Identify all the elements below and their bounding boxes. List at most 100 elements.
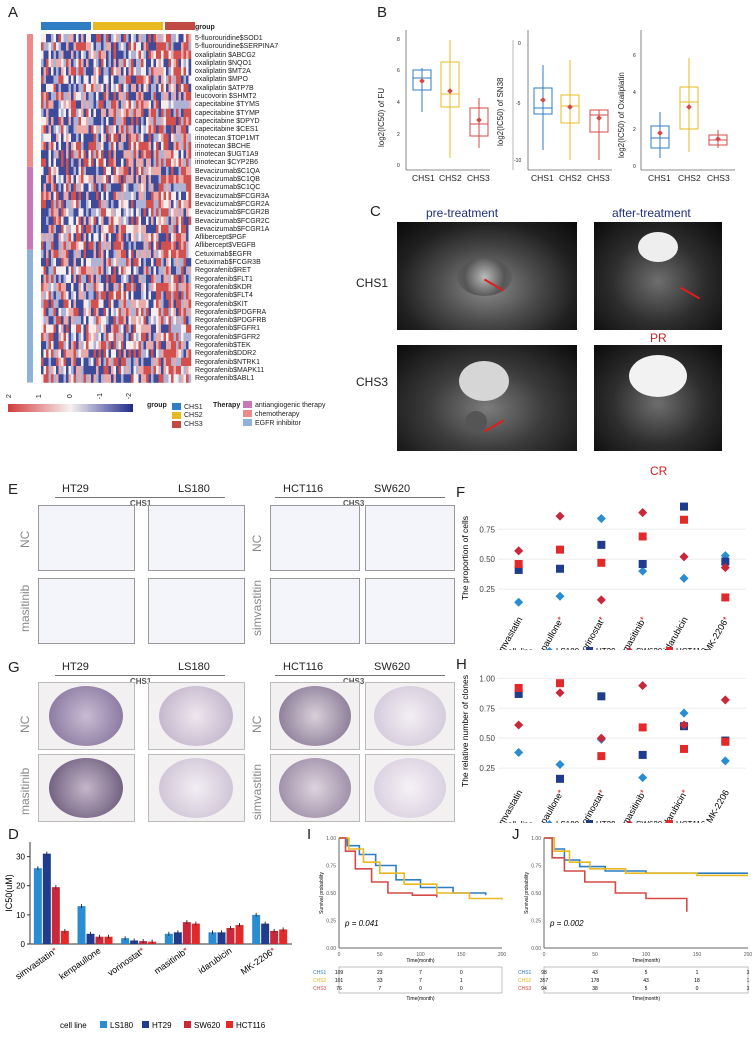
- heatmap-cell: [173, 200, 177, 209]
- heatmap-cell: [188, 274, 192, 284]
- heatmap-cell: [166, 349, 169, 358]
- heatmap-cell: [181, 83, 184, 93]
- heatmap-cell: [96, 158, 99, 167]
- heatmap-cell: [96, 266, 99, 275]
- heatmap-cell: [181, 241, 184, 250]
- heatmap-cell: [176, 241, 179, 250]
- heatmap-cell: [133, 125, 137, 134]
- heatmap-cell: [41, 50, 44, 60]
- heatmap-cell: [186, 34, 189, 43]
- p-value: p = 0.002: [549, 919, 584, 928]
- heatmap-cell: [86, 249, 89, 259]
- heatmap-cell: [103, 374, 107, 383]
- heatmap-cell: [176, 291, 179, 300]
- heatmap-cell: [88, 324, 92, 333]
- heatmap-cell: [181, 141, 184, 151]
- heatmap-cell: [43, 117, 47, 126]
- risk-table-border: [543, 966, 749, 994]
- heatmap-cell: [168, 175, 172, 184]
- heatmap-cell: [153, 258, 157, 267]
- heatmap-cell: [116, 92, 119, 101]
- heatmap-cell: [66, 349, 69, 358]
- heatmap-cell: [121, 258, 124, 267]
- heatmap-cell: [103, 233, 107, 242]
- heatmap-cell: [93, 133, 97, 143]
- heatmap-cell: [171, 349, 174, 358]
- heatmap-cell: [121, 191, 124, 201]
- heatmap-cell: [143, 233, 147, 242]
- scale-tick-0: 0: [66, 394, 74, 399]
- heatmap-cell: [186, 108, 189, 118]
- x-tick-label: idarubicin: [662, 615, 690, 650]
- heatmap-cell: [106, 349, 109, 358]
- heatmap-cell: [121, 208, 124, 217]
- heatmap-cell: [158, 108, 162, 118]
- heatmap-cell: [71, 92, 74, 101]
- heatmap-cell: [156, 183, 159, 192]
- heatmap-cell: [113, 158, 117, 167]
- heatmap-cell: [163, 58, 167, 68]
- heatmap-cell: [126, 133, 129, 143]
- heatmap-cell: [178, 283, 182, 292]
- heatmap-cell: [78, 374, 82, 383]
- heatmap-cell: [53, 108, 57, 118]
- heatmap-cell: [81, 332, 84, 342]
- heatmap-cell: [88, 175, 92, 184]
- heatmap-cell: [73, 75, 77, 84]
- mri-chs1-pre: [397, 222, 577, 330]
- b1-x-chs2: CHS2: [439, 173, 462, 183]
- heatmap-cell: [46, 50, 49, 60]
- heatmap-cell: [183, 108, 187, 118]
- legend-swatch-sw620: [625, 819, 634, 823]
- heatmap-cell: [53, 208, 57, 217]
- heatmap-cell: [91, 283, 94, 292]
- heatmap-cell: [68, 100, 72, 109]
- heatmap-cell: [46, 332, 49, 342]
- heatmap-cell: [73, 133, 77, 143]
- heatmap-cell: [113, 299, 117, 309]
- heatmap-cell: [146, 283, 149, 292]
- heatmap-cell: [68, 150, 72, 159]
- heatmap-cell: [81, 34, 84, 43]
- heatmap-cell: [46, 316, 49, 325]
- heatmap-cell: [86, 191, 89, 201]
- heatmap-cell: [188, 316, 192, 325]
- heatmap-cell: [96, 283, 99, 292]
- heatmap-cell: [151, 50, 154, 60]
- heatmap-cell: [176, 175, 179, 184]
- heatmap-cell: [86, 108, 89, 118]
- heatmap-cell: [178, 141, 182, 151]
- heatmap-cell: [113, 200, 117, 209]
- heatmap-cell: [171, 58, 174, 68]
- heatmap-cell: [178, 108, 182, 118]
- heatmap-cell: [106, 208, 109, 217]
- heatmap-cell: [168, 141, 172, 151]
- heatmap-cell: [118, 117, 122, 126]
- heatmap-cell: [146, 324, 149, 333]
- heatmap-cell: [81, 50, 84, 60]
- heatmap-cell: [171, 166, 174, 176]
- heatmap-cell: [158, 283, 162, 292]
- heatmap-cell: [41, 208, 44, 217]
- heatmap-cell: [123, 50, 127, 60]
- heatmap-cell: [93, 283, 97, 292]
- heatmap-cell: [151, 258, 154, 267]
- heatmap-cell: [103, 366, 107, 375]
- heatmap-cell: [156, 92, 159, 101]
- heatmap-cell: [158, 166, 162, 176]
- heatmap-cell: [53, 133, 57, 143]
- heatmap-cell: [173, 283, 177, 292]
- heatmap-cell: [53, 100, 57, 109]
- heatmap-cell: [148, 108, 152, 118]
- heatmap-cell: [126, 258, 129, 267]
- heatmap-cell: [156, 67, 159, 76]
- heatmap-cell: [126, 50, 129, 60]
- heatmap-cell: [66, 266, 69, 275]
- risk-count: 38: [592, 986, 598, 992]
- heatmap-cell: [153, 166, 157, 176]
- heatmap-cell: [103, 216, 107, 226]
- bar-hct116: [191, 923, 200, 944]
- heatmap-cell: [91, 241, 94, 250]
- heatmap-cell: [141, 233, 144, 242]
- heatmap-cell: [53, 200, 57, 209]
